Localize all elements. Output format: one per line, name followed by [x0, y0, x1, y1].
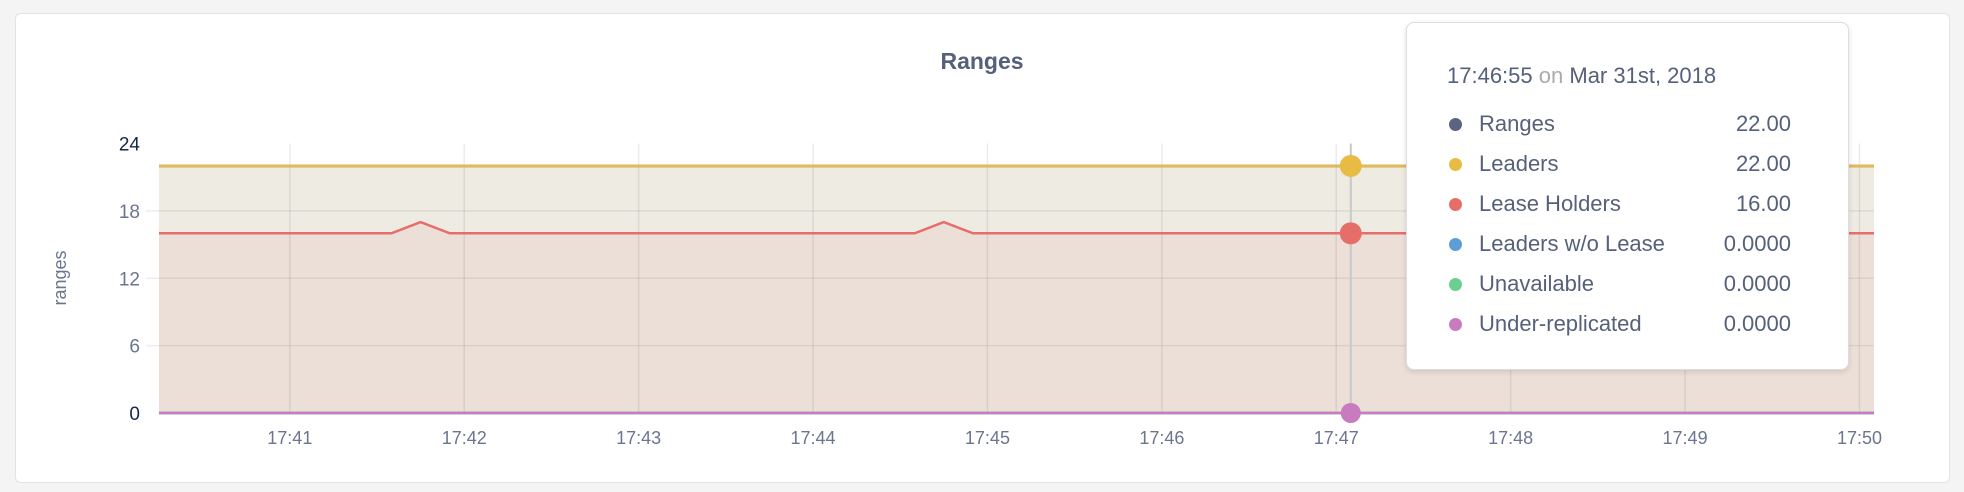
x-tick-label: 17:49: [1663, 428, 1708, 448]
series-line-lease-holders: [159, 220, 1874, 235]
tooltip-series-label: Lease Holders: [1479, 191, 1621, 216]
x-tick-label: 17:46: [1139, 428, 1184, 448]
hover-point-under-replicated: [1340, 403, 1361, 423]
tooltip-series-value: 0.0000: [1723, 271, 1791, 296]
tooltip-series-label: Leaders: [1479, 151, 1559, 176]
tooltip-on: on: [1538, 63, 1564, 88]
tooltip-row: Under-replicated 0.0000: [1447, 309, 1791, 339]
legend-dot-icon: [1449, 318, 1462, 331]
tooltip-series-value: 0.0000: [1723, 311, 1791, 336]
x-tick-label: 17:50: [1837, 428, 1882, 448]
hover-point-leaders: [1339, 154, 1362, 177]
y-axis-label: ranges: [50, 250, 70, 305]
tooltip-series-value: 22.00: [1735, 151, 1791, 176]
y-tick-label: 12: [119, 269, 140, 290]
hover-point-lease-holders: [1339, 222, 1362, 245]
tooltip-date: Mar 31st, 2018: [1569, 63, 1717, 88]
legend-dot-icon: [1449, 118, 1462, 131]
legend-dot-icon: [1449, 278, 1462, 291]
y-tick-label: 0: [129, 404, 140, 425]
tooltip-series-label: Under-replicated: [1479, 311, 1642, 336]
x-tick-label: 17:44: [791, 428, 836, 448]
tooltip-row: Leaders w/o Lease 0.0000: [1447, 229, 1791, 259]
tooltip-series-value: 0.0000: [1723, 231, 1791, 256]
legend-dot-icon: [1449, 198, 1462, 211]
y-tick-label: 24: [119, 135, 141, 156]
y-tick-label: 6: [129, 337, 140, 358]
legend-dot-icon: [1449, 238, 1462, 251]
hover-tooltip: 17:46:55 on Mar 31st, 2018 Ranges 22.00 …: [1406, 22, 1849, 370]
x-tick-label: 17:47: [1314, 428, 1359, 448]
tooltip-row: Lease Holders 16.00: [1447, 189, 1791, 219]
tooltip-series-label: Unavailable: [1479, 271, 1594, 296]
tooltip-series-value: 16.00: [1735, 191, 1791, 216]
tooltip-time: 17:46:55: [1447, 63, 1533, 88]
x-tick-label: 17:42: [442, 428, 487, 448]
tooltip-series-label: Ranges: [1479, 111, 1555, 136]
chart-title: Ranges: [940, 48, 1024, 74]
x-tick-label: 17:48: [1488, 428, 1533, 448]
x-tick-label: 17:43: [616, 428, 661, 448]
x-tick-label: 17:45: [965, 428, 1010, 448]
tooltip-series-value: 22.00: [1735, 111, 1791, 136]
y-tick-label: 18: [119, 202, 140, 223]
legend-dot-icon: [1449, 158, 1462, 171]
tooltip-header: 17:46:55 on Mar 31st, 2018: [1447, 63, 1716, 89]
tooltip-row: Ranges 22.00: [1447, 109, 1791, 139]
tooltip-row: Leaders 22.00: [1447, 149, 1791, 179]
x-tick-label: 17:41: [267, 428, 312, 448]
tooltip-series-label: Leaders w/o Lease: [1479, 231, 1665, 256]
tooltip-row: Unavailable 0.0000: [1447, 269, 1791, 299]
